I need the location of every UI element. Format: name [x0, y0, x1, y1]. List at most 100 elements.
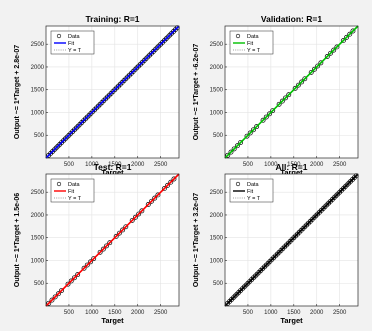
- x-tick-label: 1000: [264, 310, 278, 316]
- y-axis-label: Output ~= 1*Target + 3.2e-07: [193, 193, 200, 287]
- data-point: [161, 186, 167, 192]
- data-point: [132, 214, 138, 220]
- data-point: [324, 54, 330, 59]
- data-point: [311, 66, 317, 72]
- data-point: [155, 192, 161, 198]
- data-point: [283, 95, 288, 101]
- y-tick-label: 500: [213, 133, 224, 139]
- data-point: [270, 108, 276, 114]
- x-tick-label: 2500: [154, 162, 168, 168]
- data-point: [315, 63, 321, 69]
- chart-panel-1: 500 1000 1500 2000 2500 500 1000 1500 2000 2500 Tr…: [14, 14, 180, 177]
- axes-box: [224, 25, 359, 159]
- chart-panel-4: 500 1000 1500 2000 2500 500 1000 1500 2000 2500 Al…: [193, 162, 359, 325]
- data-point: [244, 133, 250, 139]
- legend-data-marker: [56, 33, 62, 39]
- legend-label-fit: Fit: [68, 189, 75, 195]
- data-point: [123, 224, 129, 230]
- data-point: [318, 60, 324, 66]
- data-point: [59, 288, 65, 293]
- y-tick-label: 1000: [31, 110, 45, 116]
- data-point: [168, 179, 174, 185]
- legend-data-marker: [235, 33, 241, 39]
- y-tick-label: 2000: [31, 65, 45, 71]
- data-point: [279, 98, 285, 104]
- data-point: [145, 202, 151, 207]
- data-point: [347, 31, 353, 37]
- x-axis-label: Target: [101, 316, 124, 325]
- legend-box: [229, 30, 274, 55]
- y-axis-label: Output ~= 1*Target + 1.5e-06: [14, 193, 21, 287]
- data-point: [228, 149, 234, 155]
- data-point: [91, 256, 97, 262]
- data-point: [165, 182, 170, 188]
- fit-line: [224, 25, 359, 159]
- y-tick-label: 2500: [210, 190, 224, 196]
- data-point: [104, 243, 109, 249]
- fit-line: [45, 173, 180, 307]
- legend-label-fit: Fit: [247, 41, 254, 47]
- legend-label-identity: Y = T: [68, 196, 82, 202]
- data-point: [267, 111, 272, 117]
- x-tick-label: 1500: [287, 162, 301, 168]
- y-tick-label: 1500: [31, 236, 45, 242]
- x-tick-label: 500: [243, 310, 254, 316]
- x-tick-label: 1500: [108, 162, 122, 168]
- data-point: [286, 92, 292, 98]
- x-tick-label: 1000: [264, 162, 278, 168]
- chart-title: Test: R=1: [94, 162, 132, 172]
- y-tick-label: 2500: [210, 42, 224, 48]
- y-axis-label: Output ~= 1*Target + -6.2e-07: [193, 44, 200, 141]
- legend-label-fit: Fit: [247, 189, 254, 195]
- y-tick-label: 1500: [210, 88, 224, 94]
- x-tick-label: 1500: [108, 310, 122, 316]
- legend-label-fit: Fit: [68, 41, 75, 47]
- data-point: [328, 50, 333, 56]
- y-tick-label: 1000: [31, 258, 45, 264]
- data-point: [116, 230, 122, 236]
- chart-panel-2: 500 1000 1500 2000 2500 500 1000 1500 2000 2500 Va…: [193, 14, 359, 177]
- legend-data-marker: [56, 181, 62, 187]
- chart-title: Training: R=1: [85, 14, 139, 24]
- legend-label-data: Data: [247, 34, 260, 40]
- x-tick-label: 2500: [333, 162, 347, 168]
- data-point: [302, 76, 308, 82]
- x-tick-label: 2500: [154, 310, 168, 316]
- data-point: [84, 262, 90, 268]
- y-tick-label: 2000: [210, 65, 224, 71]
- legend-box: [229, 178, 274, 203]
- x-tick-label: 500: [243, 162, 254, 168]
- y-tick-label: 1000: [210, 258, 224, 264]
- data-point: [97, 249, 103, 255]
- x-tick-label: 500: [64, 310, 75, 316]
- data-point: [299, 79, 305, 85]
- y-tick-label: 2500: [31, 42, 45, 48]
- x-tick-label: 500: [64, 162, 75, 168]
- legend-data-marker: [235, 181, 241, 187]
- legend-box: [50, 30, 95, 55]
- data-point: [65, 281, 71, 287]
- y-tick-label: 500: [34, 281, 45, 287]
- data-point: [263, 114, 269, 120]
- data-point: [225, 152, 231, 158]
- data-point: [231, 146, 237, 152]
- data-point: [113, 233, 119, 239]
- y-tick-label: 500: [34, 133, 45, 139]
- legend-label-identity: Y = T: [247, 48, 261, 54]
- legend-label-data: Data: [68, 182, 81, 188]
- legend-label-identity: Y = T: [68, 48, 82, 54]
- data-point: [350, 28, 356, 34]
- data-point: [308, 69, 314, 75]
- data-point: [49, 297, 55, 303]
- data-point: [250, 127, 256, 133]
- x-tick-label: 2000: [310, 310, 324, 316]
- x-axis-label: Target: [280, 316, 303, 325]
- data-point: [136, 211, 142, 217]
- data-point: [152, 195, 158, 201]
- y-tick-label: 1500: [210, 236, 224, 242]
- fit-line: [45, 25, 180, 159]
- axes-box: [45, 25, 180, 159]
